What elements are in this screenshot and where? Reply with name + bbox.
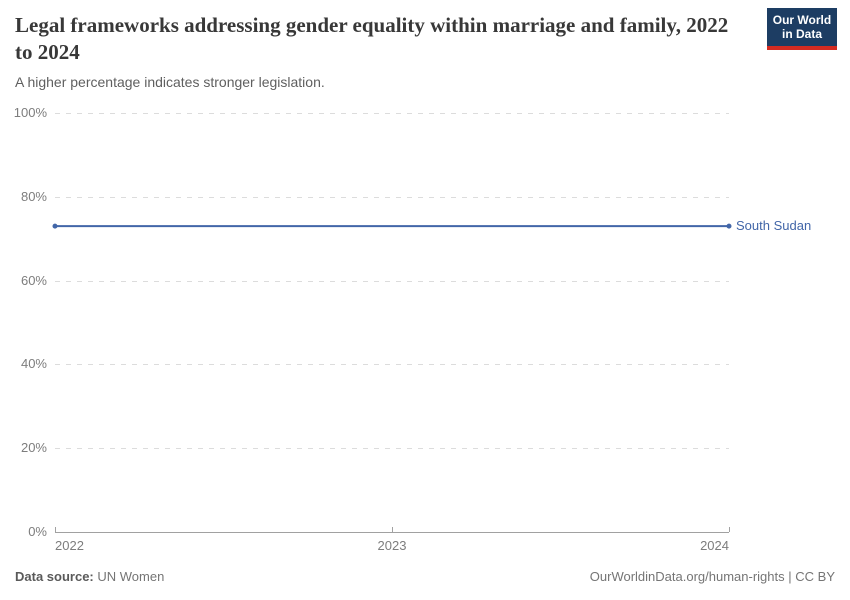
footer-divider: | bbox=[788, 569, 792, 584]
y-gridline bbox=[55, 448, 729, 450]
data-source: Data source: UN Women bbox=[15, 569, 164, 584]
owid-url-link[interactable]: OurWorldinData.org/human-rights bbox=[589, 569, 785, 584]
data-source-label: Data source: bbox=[15, 569, 94, 584]
y-axis-tick-label: 100% bbox=[13, 105, 47, 120]
x-axis-tick-label: 2024 bbox=[700, 538, 729, 553]
y-gridline bbox=[55, 196, 729, 198]
x-axis-tick-label: 2022 bbox=[55, 538, 84, 553]
chart-subtitle: A higher percentage indicates stronger l… bbox=[15, 74, 325, 90]
y-gridline bbox=[55, 364, 729, 366]
license-link[interactable]: CC BY bbox=[795, 569, 835, 584]
x-axis-line bbox=[55, 532, 729, 533]
data-source-value: UN Women bbox=[97, 569, 165, 584]
y-axis-tick-label: 40% bbox=[20, 356, 47, 372]
x-axis-tick bbox=[55, 527, 56, 532]
x-axis-tick bbox=[729, 527, 730, 532]
footer-credit: OurWorldinData.org/human-rights | CC BY bbox=[590, 569, 835, 584]
y-axis-tick-label: 0% bbox=[28, 524, 47, 539]
x-axis-tick-label: 2023 bbox=[377, 538, 407, 553]
y-axis-tick-label: 60% bbox=[20, 272, 47, 288]
y-axis-tick-label: 80% bbox=[20, 188, 47, 204]
logo-line2: in Data bbox=[781, 27, 822, 41]
series-label[interactable]: South Sudan bbox=[736, 218, 812, 234]
owid-logo[interactable]: Our World in Data bbox=[767, 8, 837, 50]
logo-line1: Our World bbox=[772, 13, 832, 27]
y-axis-tick-label: 20% bbox=[20, 440, 47, 456]
x-axis-tick bbox=[392, 527, 393, 532]
y-gridline bbox=[55, 280, 729, 282]
chart-title: Legal frameworks addressing gender equal… bbox=[15, 13, 729, 64]
y-gridline bbox=[55, 113, 729, 114]
